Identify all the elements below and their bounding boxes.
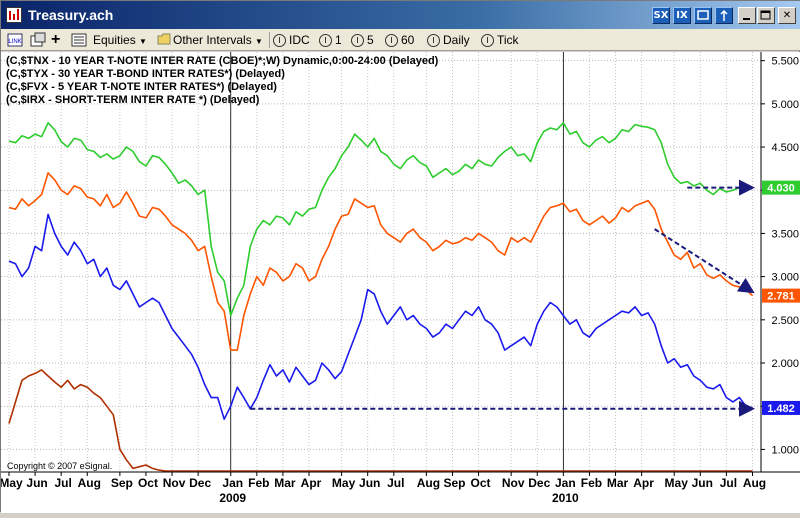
link-icon[interactable]: LINK xyxy=(7,32,23,48)
series-line-1 xyxy=(8,172,754,351)
y-tick-label: 3.000 xyxy=(771,272,799,284)
year-label: 2009 xyxy=(219,491,246,505)
chart-area[interactable]: (C,$TNX - 10 YEAR T-NOTE INTER RATE (CBO… xyxy=(0,52,800,513)
legend-entry-irx: (C,$IRX - SHORT-TERM INTER RATE *) (Dela… xyxy=(6,94,260,106)
interval-icon: I xyxy=(385,34,398,47)
x-tick-label: Jan xyxy=(555,476,576,490)
series-line-3 xyxy=(8,369,753,472)
interval-icon: I xyxy=(351,34,364,47)
sx-button[interactable]: SX xyxy=(652,7,670,24)
window-title: Treasury.ach xyxy=(28,7,114,23)
x-tick-label: May xyxy=(332,476,356,490)
pin-button[interactable] xyxy=(715,7,733,24)
x-tick-label: Sep xyxy=(443,476,465,490)
interval-daily[interactable]: I Daily xyxy=(427,32,470,48)
x-tick-label: May xyxy=(1,476,23,490)
last-value-badge xyxy=(762,288,800,303)
x-tick-label: Oct xyxy=(138,476,158,490)
interval-icon: I xyxy=(319,34,332,47)
year-label: 2010 xyxy=(552,491,579,505)
series-line-0 xyxy=(8,122,753,317)
properties-icon[interactable] xyxy=(29,32,47,48)
other-intervals-menu[interactable]: Other Intervals ▼ xyxy=(173,33,263,47)
toolbar: LINK + Equities ▼ Other Intervals ▼ I IDC… xyxy=(1,29,800,51)
y-tick-label: 3.500 xyxy=(771,228,799,240)
symbol-list-icon[interactable] xyxy=(71,32,87,48)
x-tick-label: Sep xyxy=(111,476,133,490)
x-tick-label: Oct xyxy=(471,476,491,490)
x-tick-label: Apr xyxy=(301,476,322,490)
folder-icon[interactable] xyxy=(157,32,171,48)
maximize-button[interactable] xyxy=(757,7,775,24)
x-tick-label: Aug xyxy=(78,476,101,490)
y-tick-label: 2.500 xyxy=(771,315,799,327)
x-tick-label: Mar xyxy=(274,476,296,490)
chart-app-icon xyxy=(6,7,22,23)
trend-arrow-1 xyxy=(654,228,755,294)
last-value-label: 4.030 xyxy=(767,183,795,195)
add-icon[interactable]: + xyxy=(51,31,61,48)
title-bar[interactable]: Treasury.ach SX IX ✕ xyxy=(1,1,800,29)
y-tick-label: 5.500 xyxy=(771,56,799,68)
y-tick-label: 5.000 xyxy=(771,99,799,111)
y-tick-label: 2.000 xyxy=(771,358,799,370)
x-tick-label: Nov xyxy=(502,476,525,490)
x-tick-label: Dec xyxy=(189,476,211,490)
ix-button[interactable]: IX xyxy=(673,7,691,24)
x-tick-label: Aug xyxy=(417,476,440,490)
y-tick-label: 1.000 xyxy=(771,444,799,456)
equities-menu[interactable]: Equities ▼ xyxy=(93,33,147,47)
x-tick-label: Nov xyxy=(163,476,186,490)
price-axis-bg xyxy=(761,52,800,513)
legend-entry-tyx: (C,$TYX - 30 YEAR T-BOND INTER RATES*) (… xyxy=(6,68,285,80)
last-value-label: 1.482 xyxy=(767,403,795,415)
close-button[interactable]: ✕ xyxy=(778,7,796,24)
x-tick-label: Feb xyxy=(248,476,269,490)
x-tick-label: Jul xyxy=(55,476,72,490)
series-line-2 xyxy=(8,213,753,420)
x-tick-label: Mar xyxy=(607,476,629,490)
annotation-layer xyxy=(250,179,755,417)
interval-icon: I xyxy=(427,34,440,47)
x-tick-label: May xyxy=(665,476,689,490)
interval-tick[interactable]: I Tick xyxy=(481,32,519,48)
x-tick-label: Apr xyxy=(633,476,654,490)
copyright-note: Copyright © 2007 eSignal. xyxy=(7,461,112,471)
x-tick-label: Jun xyxy=(26,476,47,490)
x-tick-label: Aug xyxy=(743,476,766,490)
interval-icon: I xyxy=(273,34,286,47)
link-window-button[interactable] xyxy=(694,7,712,24)
x-tick-label: Jan xyxy=(222,476,243,490)
x-tick-label: Jul xyxy=(387,476,404,490)
x-tick-label: Jul xyxy=(720,476,737,490)
x-tick-label: Jun xyxy=(692,476,713,490)
last-value-label: 2.781 xyxy=(767,291,795,303)
price-chart[interactable]: (C,$TNX - 10 YEAR T-NOTE INTER RATE (CBO… xyxy=(0,52,800,513)
svg-text:LINK: LINK xyxy=(8,39,21,45)
y-tick-label: 4.500 xyxy=(771,142,799,154)
interval-60[interactable]: I 60 xyxy=(385,32,414,48)
minimize-button[interactable] xyxy=(738,7,756,24)
x-tick-label: Jun xyxy=(359,476,380,490)
last-value-badge xyxy=(762,400,800,415)
legend: (C,$TNX - 10 YEAR T-NOTE INTER RATE (CBO… xyxy=(6,55,439,106)
x-tick-label: Dec xyxy=(528,476,550,490)
legend-entry-fvx: (C,$FVX - 5 YEAR T-NOTE INTER RATES*) (D… xyxy=(6,81,277,93)
last-value-badge xyxy=(762,180,800,195)
x-tick-label: Feb xyxy=(581,476,602,490)
interval-icon: I xyxy=(481,34,494,47)
series-layer xyxy=(8,122,754,472)
axes: 1.0001.5002.0002.5003.0003.5004.0004.500… xyxy=(0,52,800,513)
interval-idc[interactable]: I IDC xyxy=(273,32,310,48)
legend-entry-tnx: (C,$TNX - 10 YEAR T-NOTE INTER RATE (CBO… xyxy=(6,55,439,67)
